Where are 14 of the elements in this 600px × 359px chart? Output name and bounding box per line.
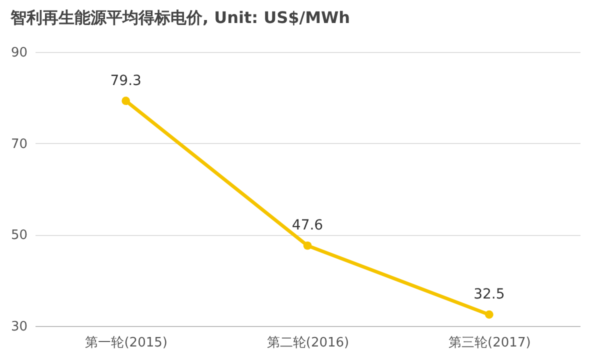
chart-title: 智利再生能源平均得标电价, Unit: US$/MWh	[9, 8, 350, 27]
data-label: 47.6	[292, 218, 324, 234]
x-tick-label: 第二轮(2016)	[266, 336, 350, 350]
y-tick-label: 90	[10, 46, 28, 60]
data-label: 79.3	[110, 72, 142, 89]
y-tick-label: 50	[10, 228, 28, 244]
point	[303, 241, 312, 250]
point	[484, 310, 494, 319]
x-tick-label: 第三轮(2017)	[448, 336, 531, 350]
y-tick-label: 30	[10, 320, 28, 334]
point	[122, 96, 130, 106]
x-tick-label: 第一轮(2015)	[85, 336, 168, 350]
y-tick-label: 70	[10, 136, 28, 152]
data-label: 32.5	[474, 286, 505, 303]
